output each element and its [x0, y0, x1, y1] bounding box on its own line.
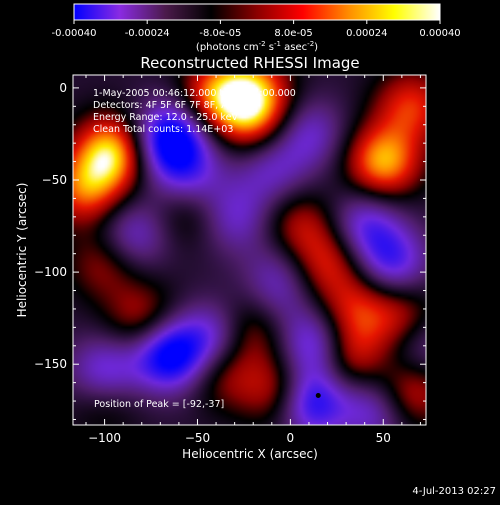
annotation-time: 1-May-2005 00:46:12.000 to 00:47:00.000 [93, 88, 296, 99]
y-tick-label: −100 [34, 265, 67, 279]
colorbar-tick-label: -0.00024 [125, 28, 170, 39]
peak-position-label: Position of Peak = [-92,-37] [94, 399, 224, 410]
footer-timestamp: 4-Jul-2013 02:27 [412, 486, 496, 497]
colorbar-tick-label: 0.00040 [419, 28, 460, 39]
y-axis-label: Heliocentric Y (arcsec) [15, 183, 29, 318]
peak-marker [315, 393, 321, 399]
plot-frame [72, 74, 427, 426]
y-tick-label: 0 [59, 81, 67, 95]
heatmap-image [73, 75, 426, 425]
x-tick-label: 0 [287, 431, 295, 445]
y-tick-label: −150 [34, 357, 67, 371]
colorbar-tick-label: -0.00040 [52, 28, 97, 39]
annotation-clean: Clean Total counts: 1.14E+03 [93, 124, 233, 135]
x-axis-label: Heliocentric X (arcsec) [182, 447, 318, 461]
chart-title: Reconstructed RHESSI Image [140, 54, 359, 72]
colorbar-tick-label: 0.00024 [346, 28, 387, 39]
colorbar-ticks: -0.00040 -0.00024 -8.0e-05 8.0e-05 0.00024 0.… [52, 20, 461, 39]
x-tick-label: 50 [376, 431, 391, 445]
colorbar-tick-label: 8.0e-05 [274, 28, 312, 39]
axis-ticks: −100 −50 0 50 0 −50 −100 −150 [34, 75, 426, 445]
x-tick-label: −100 [88, 431, 121, 445]
heatmap-area [73, 75, 426, 425]
x-tick-label: −50 [185, 431, 210, 445]
colorbar-unit-label: (photons cm-2 s-1 asec-2) [196, 40, 318, 53]
annotation-energy: Energy Range: 12.0 - 25.0 keV [93, 112, 238, 123]
colorbar-tick-label: -8.0e-05 [199, 28, 241, 39]
y-tick-label: −50 [42, 173, 67, 187]
colorbar [73, 3, 441, 21]
annotation-block: 1-May-2005 00:46:12.000 to 00:47:00.000 … [93, 88, 296, 135]
annotation-detectors: Detectors: 4F 5F 6F 7F 8F, Att 0 [93, 100, 244, 111]
